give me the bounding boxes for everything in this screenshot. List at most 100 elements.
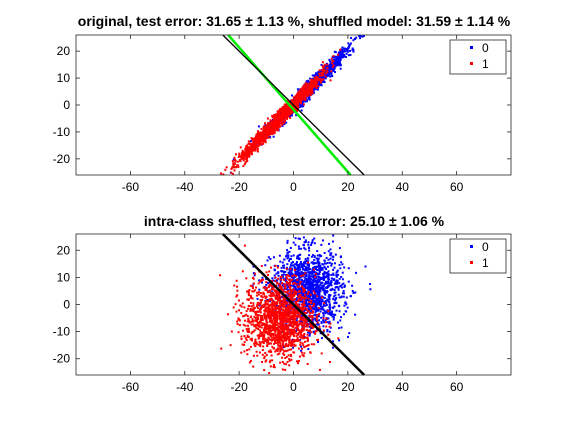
data-point-1 — [280, 299, 283, 302]
data-point-1 — [255, 140, 258, 143]
data-point-1 — [300, 321, 303, 324]
data-point-0 — [307, 265, 310, 268]
data-point-0 — [302, 272, 305, 275]
data-point-0 — [256, 297, 259, 300]
data-point-0 — [346, 306, 349, 309]
data-point-0 — [327, 273, 330, 276]
data-point-0 — [311, 273, 314, 276]
data-point-0 — [297, 254, 300, 257]
data-point-1 — [295, 335, 298, 338]
x-tick-label: 40 — [396, 180, 410, 194]
data-point-0 — [327, 275, 330, 278]
data-point-1 — [314, 79, 316, 81]
data-point-0 — [283, 271, 286, 274]
data-point-1 — [273, 300, 276, 303]
data-point-1 — [273, 120, 276, 123]
data-point-0 — [333, 66, 336, 69]
data-point-0 — [279, 260, 282, 263]
data-point-0 — [297, 265, 300, 268]
data-point-1 — [288, 109, 291, 112]
data-point-1 — [305, 82, 308, 85]
data-point-1 — [285, 306, 288, 309]
data-point-1 — [268, 134, 271, 137]
data-point-0 — [324, 319, 327, 322]
data-point-1 — [297, 102, 300, 105]
data-point-0 — [325, 256, 328, 259]
data-point-0 — [324, 77, 327, 80]
data-point-1 — [293, 298, 296, 301]
data-point-1 — [284, 105, 287, 108]
data-point-0 — [327, 270, 330, 273]
data-point-1 — [298, 98, 301, 101]
data-point-1 — [295, 105, 298, 108]
data-point-0 — [327, 282, 330, 285]
data-point-1 — [282, 119, 285, 122]
data-point-1 — [286, 112, 289, 115]
data-point-1 — [246, 334, 249, 337]
data-point-0 — [327, 74, 330, 77]
data-point-0 — [261, 276, 264, 279]
data-point-1 — [280, 302, 283, 305]
data-point-0 — [347, 42, 350, 45]
data-point-0 — [331, 315, 334, 318]
data-point-1 — [285, 110, 288, 113]
data-point-0 — [343, 304, 346, 307]
data-point-0 — [335, 279, 338, 282]
data-point-1 — [273, 318, 276, 321]
data-point-0 — [314, 304, 317, 307]
data-point-0 — [333, 62, 336, 65]
data-point-1 — [241, 155, 244, 158]
data-point-1 — [271, 130, 274, 133]
data-point-0 — [264, 264, 267, 267]
data-point-1 — [259, 132, 262, 135]
data-point-0 — [333, 291, 336, 294]
data-point-0 — [316, 291, 319, 294]
data-point-1 — [286, 277, 289, 280]
data-point-1 — [277, 110, 280, 113]
data-point-1 — [276, 110, 279, 113]
data-point-0 — [352, 291, 355, 294]
data-point-0 — [285, 299, 288, 302]
data-point-1 — [312, 82, 315, 85]
data-point-1 — [300, 102, 302, 105]
data-point-0 — [325, 291, 328, 294]
data-point-1 — [251, 138, 254, 141]
data-point-0 — [328, 261, 331, 264]
data-point-0 — [333, 68, 336, 71]
data-point-1 — [296, 110, 299, 113]
data-point-0 — [315, 306, 318, 309]
data-point-1 — [255, 136, 258, 139]
data-point-0 — [334, 65, 337, 68]
data-point-0 — [305, 280, 308, 283]
data-point-0 — [329, 67, 332, 70]
data-point-0 — [298, 266, 301, 269]
data-point-1 — [265, 125, 268, 128]
data-point-1 — [258, 143, 261, 146]
data-point-0 — [325, 290, 328, 293]
data-point-0 — [332, 268, 335, 271]
data-point-1 — [261, 134, 264, 137]
data-point-1 — [244, 155, 247, 158]
data-point-0 — [315, 265, 318, 268]
data-point-0 — [336, 56, 339, 59]
data-point-1 — [277, 129, 280, 132]
data-point-0 — [317, 323, 320, 326]
data-point-1 — [318, 79, 321, 82]
data-point-0 — [289, 270, 292, 273]
data-point-1 — [273, 128, 276, 130]
data-point-0 — [301, 103, 304, 106]
data-point-1 — [260, 264, 263, 267]
data-point-1 — [270, 335, 273, 338]
data-point-1 — [312, 86, 315, 89]
data-point-0 — [306, 311, 309, 314]
data-point-1 — [241, 151, 244, 154]
data-point-1 — [244, 161, 247, 164]
data-point-1 — [268, 342, 271, 345]
data-point-1 — [243, 163, 246, 166]
data-point-0 — [331, 240, 334, 243]
data-point-1 — [323, 65, 326, 68]
data-point-0 — [318, 76, 321, 79]
data-point-1 — [296, 100, 299, 103]
data-point-0 — [310, 255, 313, 258]
data-point-0 — [328, 58, 331, 61]
